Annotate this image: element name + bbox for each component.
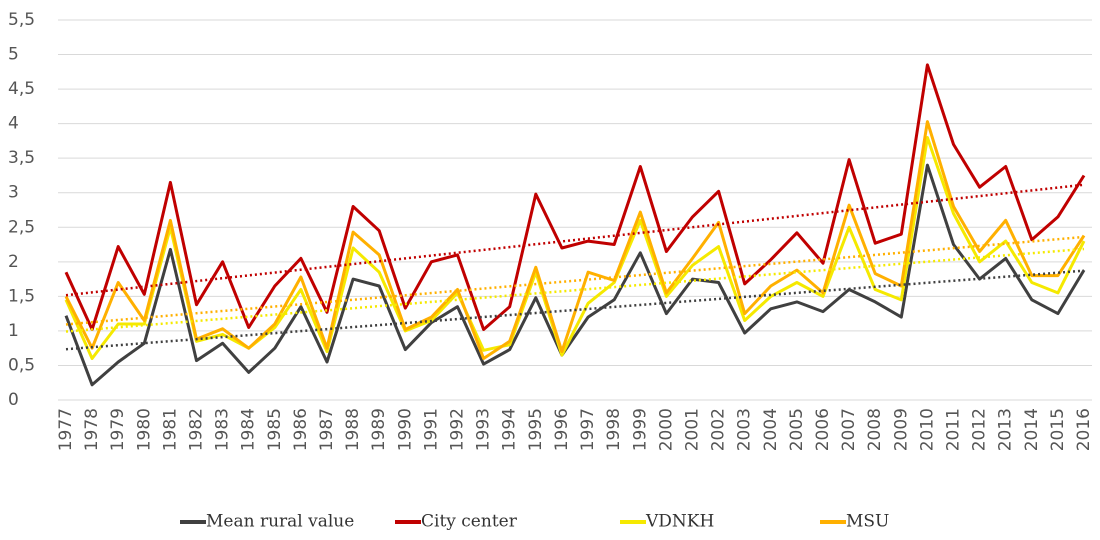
legend-label: Mean rural value	[206, 512, 354, 532]
series-line	[64, 163, 1086, 387]
legend-label: MSU	[846, 512, 889, 532]
x-tick-label: 1979	[108, 408, 128, 451]
x-tick-label: 2011	[943, 408, 963, 451]
x-tick-label: 1983	[213, 408, 233, 451]
x-tick-label: 2014	[1022, 408, 1042, 451]
trendline	[65, 269, 1085, 351]
x-tick-label: 1997	[578, 408, 598, 451]
series-line	[64, 136, 1086, 360]
x-tick-label: 1999	[630, 408, 650, 451]
y-tick-label: 1	[8, 321, 19, 341]
x-tick-label: 1995	[526, 408, 546, 451]
x-tick-label: 1994	[500, 408, 520, 451]
x-tick-label: 2001	[682, 408, 702, 451]
y-tick-label: 4,5	[8, 79, 35, 99]
y-tick-label: 2	[8, 252, 19, 272]
x-tick-label: 1986	[291, 408, 311, 451]
x-tick-label: 1981	[160, 408, 180, 451]
y-tick-label: 5	[8, 45, 19, 65]
x-tick-label: 1989	[369, 408, 389, 451]
legend-label: VDNKH	[645, 512, 714, 532]
x-tick-label: 1996	[552, 408, 572, 451]
x-tick-label: 2003	[735, 408, 755, 451]
x-tick-label: 1990	[395, 408, 415, 451]
y-tick-label: 0,5	[8, 355, 35, 375]
x-tick-label: 2010	[917, 408, 937, 451]
x-tick-label: 2005	[787, 408, 807, 451]
y-tick-label: 3	[8, 183, 19, 203]
x-tick-label: 2012	[970, 408, 990, 451]
y-tick-label: 2,5	[8, 217, 35, 237]
x-tick-label: 1993	[474, 408, 494, 451]
x-tick-label: 2008	[865, 408, 885, 451]
trendline	[65, 235, 1085, 326]
legend-label: City center	[421, 512, 518, 532]
trendline	[65, 247, 1085, 333]
x-tick-label: 2007	[839, 408, 859, 451]
x-tick-label: 2004	[761, 408, 781, 451]
series-line	[64, 63, 1086, 331]
x-tick-label: 2002	[709, 408, 729, 451]
x-tick-label: 2013	[996, 408, 1016, 451]
x-tick-label: 1991	[421, 408, 441, 451]
x-tick-label: 2016	[1074, 408, 1094, 451]
y-tick-label: 5,5	[8, 10, 35, 30]
x-tick-label: 1998	[604, 408, 624, 451]
x-tick-label: 1985	[265, 408, 285, 451]
x-tick-label: 1988	[343, 408, 363, 451]
x-tick-label: 1980	[134, 408, 154, 451]
x-tick-label: 1982	[187, 408, 207, 451]
x-tick-label: 1978	[82, 408, 102, 451]
series-line	[64, 120, 1086, 360]
y-tick-label: 4	[8, 114, 19, 134]
x-tick-label: 1984	[239, 408, 259, 451]
x-tick-label: 2015	[1048, 408, 1068, 451]
y-tick-label: 1,5	[8, 286, 35, 306]
x-tick-label: 1987	[317, 408, 337, 451]
x-tick-label: 2009	[891, 408, 911, 451]
x-tick-label: 1992	[448, 408, 468, 451]
trendline	[65, 183, 1085, 297]
x-tick-label: 2006	[813, 408, 833, 451]
y-tick-label: 0	[8, 390, 19, 410]
x-tick-label: 1977	[56, 408, 76, 451]
x-tick-label: 2000	[656, 408, 676, 451]
y-tick-label: 3,5	[8, 148, 35, 168]
